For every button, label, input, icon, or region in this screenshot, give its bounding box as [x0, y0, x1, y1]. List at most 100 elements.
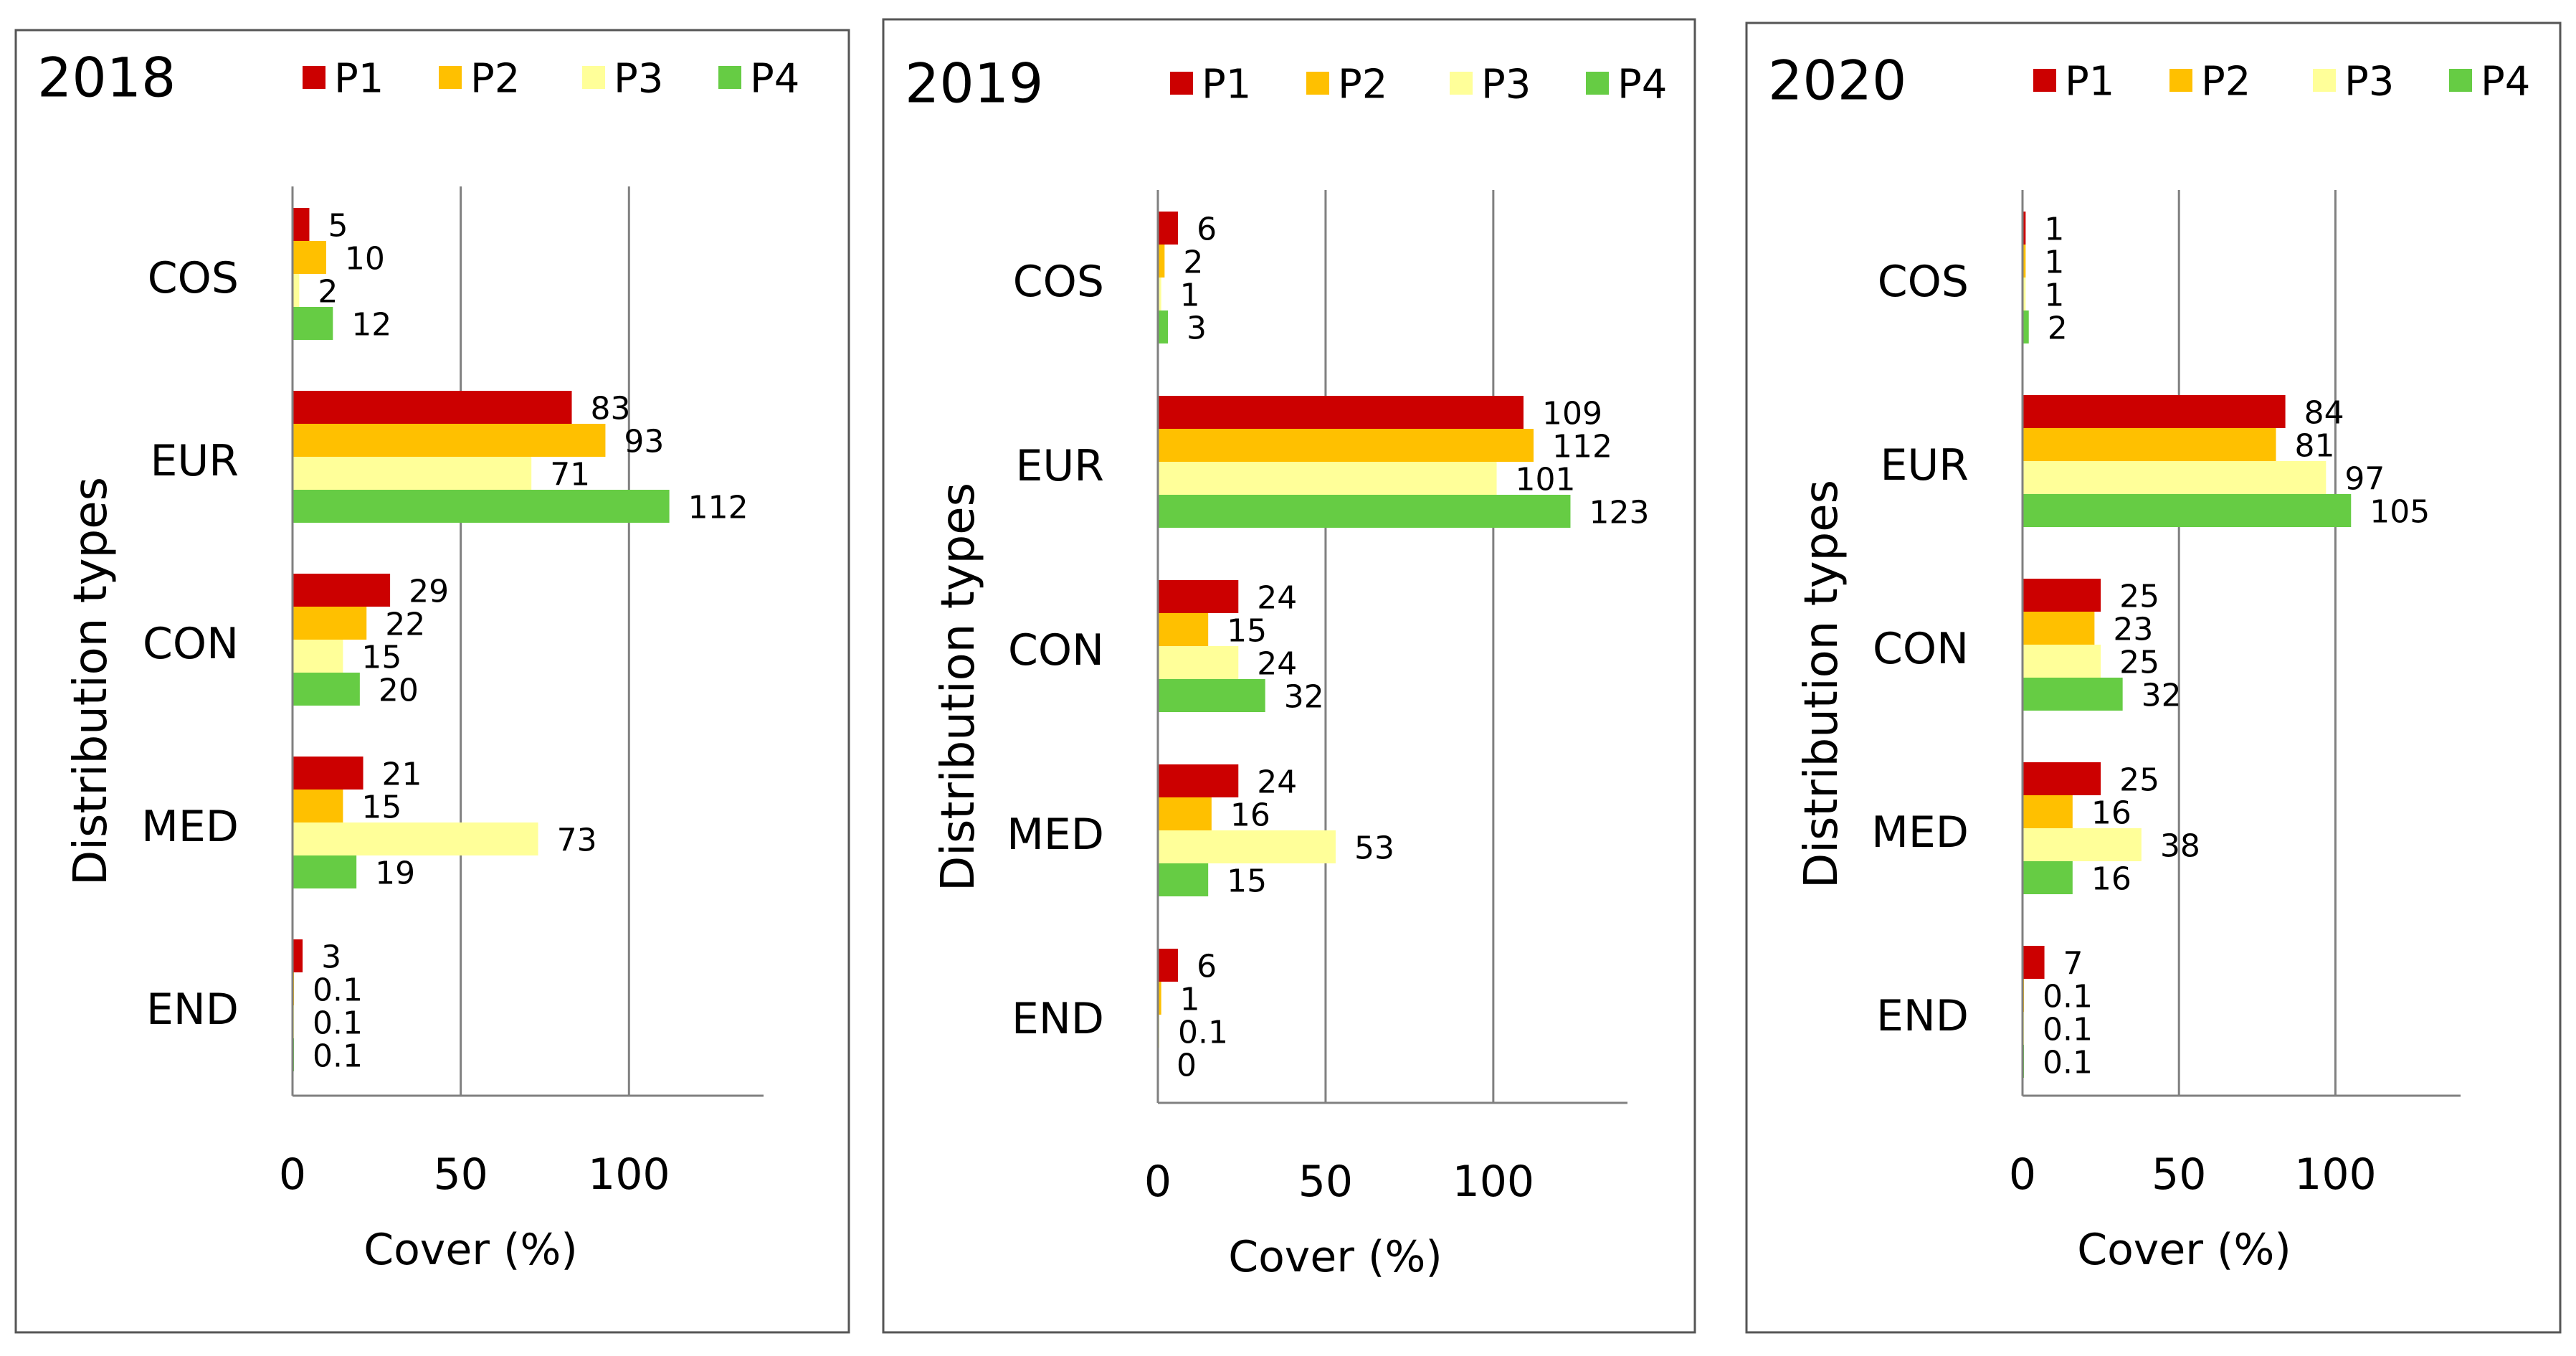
- legend-label-P2: P2: [2201, 59, 2251, 105]
- data-label-P2-COS: 10: [345, 241, 385, 278]
- chart-panel-2019: 2019 P1 P2 P3 P4COS6213EUR109112101123CON241…: [882, 18, 1696, 1334]
- category-label-EUR: EUR: [1880, 440, 1969, 490]
- x-tick-label: 0: [279, 1149, 306, 1200]
- data-label-P3-CON: 25: [2119, 645, 2159, 681]
- legend-swatch-P1: [2033, 69, 2056, 92]
- data-label-P3-CON: 24: [1257, 646, 1297, 683]
- data-label-P2-EUR: 93: [624, 424, 664, 460]
- category-label-COS: COS: [1878, 257, 1969, 307]
- data-label-P1-END: 6: [1197, 949, 1217, 985]
- data-label-P4-COS: 3: [1187, 310, 1207, 347]
- data-label-P3-COS: 1: [1180, 278, 1200, 314]
- legend-swatch-P2: [439, 66, 462, 89]
- bar-P3-CON: [293, 640, 343, 673]
- bar-P1-CON: [1158, 580, 1239, 613]
- bar-P3-MED: [293, 822, 538, 855]
- data-label-P3-MED: 38: [2160, 828, 2200, 865]
- bar-P2-EUR: [1158, 429, 1534, 462]
- x-tick-label: 100: [1453, 1157, 1535, 1207]
- category-label-CON: CON: [1008, 625, 1104, 675]
- data-label-P1-CON: 25: [2119, 579, 2159, 615]
- data-label-P2-END: 0.1: [2043, 979, 2093, 1015]
- chart-title: 2020: [1768, 49, 1906, 113]
- panel-frame: [882, 18, 1696, 1334]
- bar-P3-EUR: [293, 457, 532, 490]
- bar-P2-EUR: [293, 424, 606, 457]
- x-tick-label: 0: [1144, 1157, 1171, 1207]
- data-label-P4-EUR: 105: [2370, 494, 2430, 531]
- legend-swatch-P4: [1586, 72, 1609, 95]
- data-label-P4-END: 0: [1177, 1048, 1197, 1084]
- data-label-P1-END: 3: [321, 939, 341, 976]
- legend-swatch-P3: [2313, 69, 2336, 92]
- bar-P1-COS: [1158, 212, 1179, 245]
- category-label-END: END: [146, 985, 239, 1035]
- chart-panel-2020: 2020 P1 P2 P3 P4COS1112EUR848197105CON252325…: [1745, 22, 2562, 1334]
- bar-P4-COS: [1158, 310, 1169, 343]
- bar-P1-EUR: [1158, 396, 1524, 429]
- data-label-P4-CON: 32: [1284, 679, 1324, 716]
- category-label-END: END: [1012, 994, 1104, 1044]
- data-label-P4-EUR: 112: [688, 490, 748, 526]
- bar-P3-COS: [293, 274, 300, 307]
- legend-swatch-P1: [1170, 72, 1193, 95]
- y-axis-label: Distribution types: [932, 483, 985, 891]
- legend-label-P2: P2: [1338, 62, 1387, 108]
- bar-P3-CON: [2023, 645, 2101, 678]
- category-label-COS: COS: [1013, 257, 1104, 307]
- data-label-P4-CON: 32: [2142, 678, 2182, 714]
- bar-P4-EUR: [293, 490, 670, 523]
- data-label-P4-EUR: 123: [1589, 495, 1649, 531]
- data-label-P1-MED: 24: [1257, 764, 1297, 801]
- data-label-P2-EUR: 112: [1552, 429, 1612, 465]
- data-label-P3-END: 0.1: [313, 1005, 363, 1042]
- data-label-P2-CON: 23: [2113, 612, 2153, 648]
- bar-P3-MED: [1158, 830, 1336, 863]
- legend-label-P2: P2: [470, 56, 520, 103]
- panel-frame: [14, 29, 850, 1334]
- y-axis-label: Distribution types: [65, 477, 118, 886]
- data-label-P1-EUR: 109: [1542, 396, 1602, 432]
- data-label-P2-END: 0.1: [313, 972, 363, 1009]
- data-label-P2-EUR: 81: [2295, 428, 2335, 465]
- data-label-P2-MED: 15: [361, 790, 401, 826]
- bar-P4-CON: [2023, 678, 2123, 711]
- bar-P1-END: [293, 939, 303, 972]
- data-label-P4-END: 0.1: [2043, 1045, 2093, 1081]
- data-label-P2-MED: 16: [2091, 795, 2131, 832]
- data-label-P2-CON: 15: [1227, 613, 1267, 650]
- category-label-CON: CON: [1873, 624, 1969, 674]
- bar-P2-CON: [2023, 612, 2095, 645]
- chart-title: 2019: [905, 52, 1043, 115]
- legend-label-P1: P1: [1202, 62, 1251, 108]
- bar-P2-COS: [293, 241, 326, 274]
- data-label-P2-COS: 1: [2044, 245, 2064, 281]
- bar-P2-EUR: [2023, 428, 2276, 461]
- data-label-P4-MED: 19: [375, 855, 415, 892]
- bar-P1-MED: [1158, 764, 1239, 797]
- bar-P3-EUR: [2023, 461, 2327, 494]
- bar-P2-MED: [1158, 797, 1212, 830]
- bar-P2-CON: [1158, 613, 1209, 646]
- category-label-MED: MED: [141, 802, 239, 852]
- x-tick-label: 100: [2294, 1149, 2377, 1200]
- legend-swatch-P3: [1450, 72, 1473, 95]
- category-label-CON: CON: [143, 619, 239, 669]
- y-axis-label: Distribution types: [1795, 480, 1848, 888]
- data-label-P3-EUR: 97: [2344, 461, 2385, 498]
- x-axis-label: Cover (%): [1228, 1232, 1443, 1282]
- bar-P4-COS: [293, 307, 333, 340]
- data-label-P2-END: 1: [1180, 982, 1200, 1018]
- data-label-P1-CON: 29: [409, 574, 449, 610]
- bar-P3-COS: [1158, 278, 1161, 310]
- data-label-P3-CON: 15: [361, 640, 401, 676]
- legend-swatch-P4: [2449, 69, 2472, 92]
- x-axis-label: Cover (%): [363, 1225, 578, 1275]
- legend-swatch-P4: [718, 66, 741, 89]
- data-label-P1-EUR: 84: [2304, 395, 2344, 432]
- bar-P1-EUR: [2023, 395, 2286, 428]
- x-tick-label: 0: [2009, 1149, 2036, 1200]
- category-label-MED: MED: [1871, 807, 1969, 858]
- bar-P1-END: [1158, 949, 1179, 982]
